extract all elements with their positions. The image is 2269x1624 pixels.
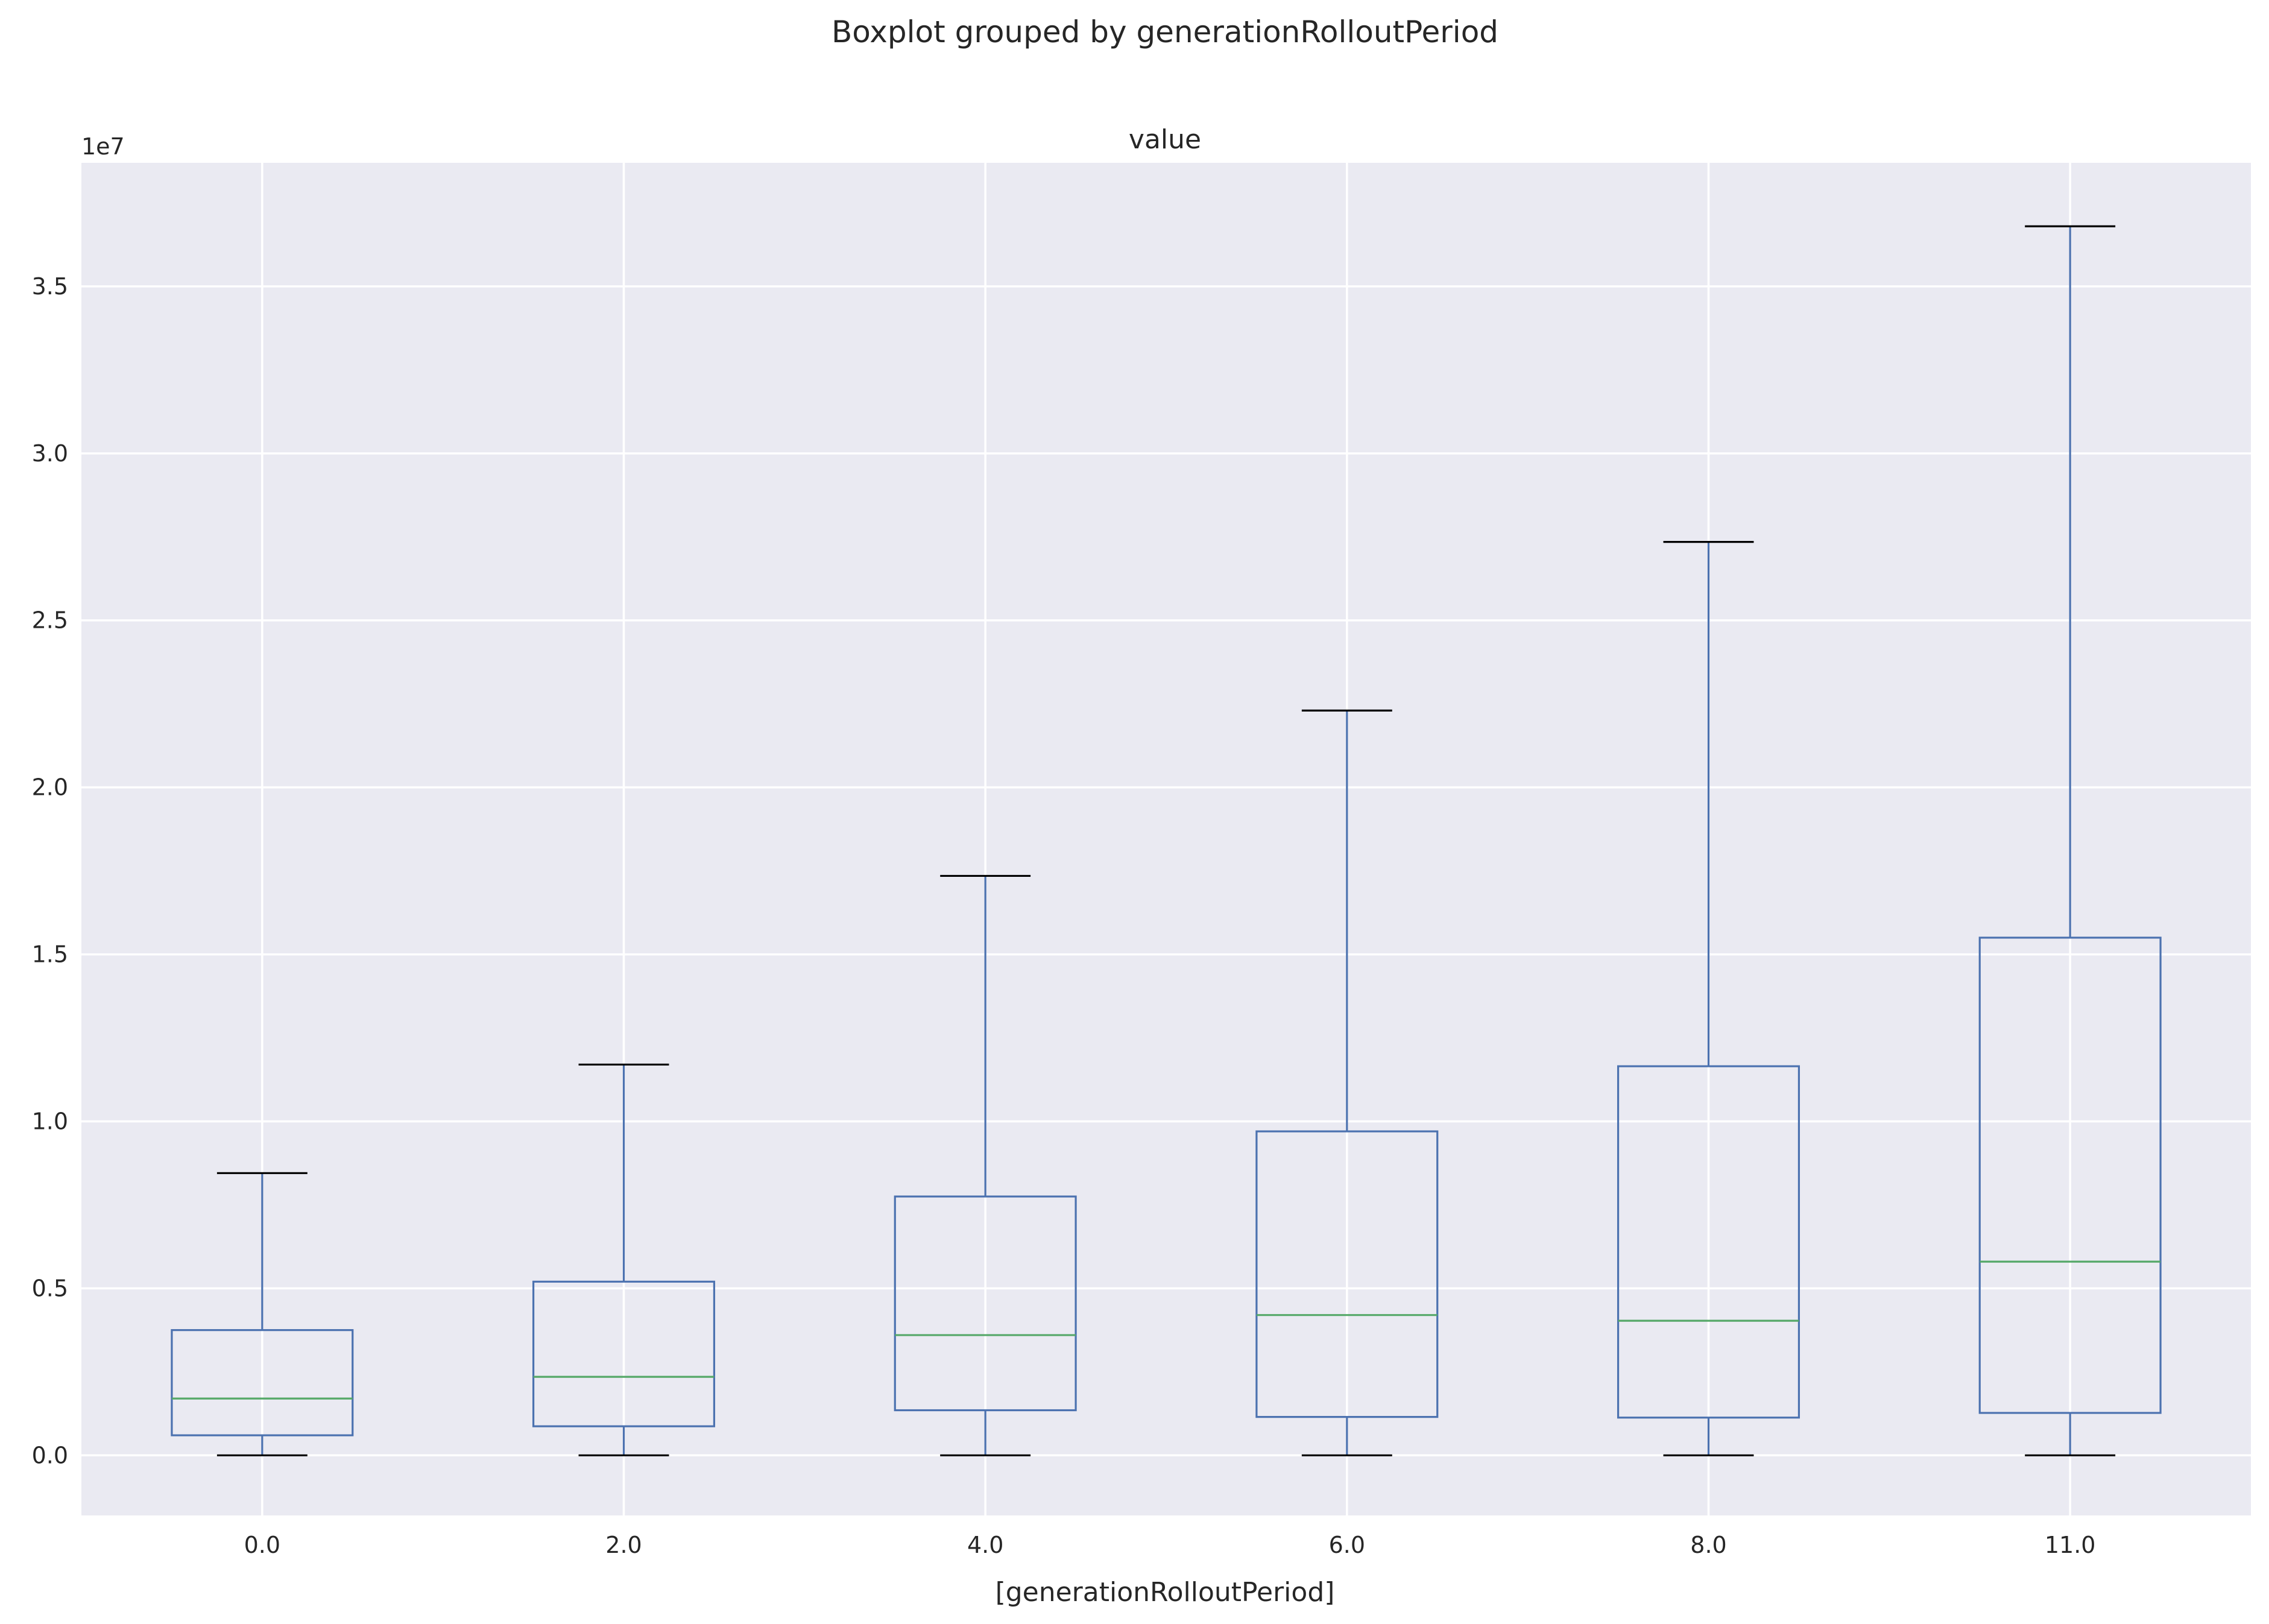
iqr-box (171, 1329, 354, 1436)
x-tick-label: 0.0 (244, 1532, 280, 1558)
chart-title: value (1129, 124, 1201, 155)
x-tick-label: 2.0 (605, 1532, 642, 1558)
tick-labels: 0.0 0.5 1.0 1.5 2.0 2.5 3.0 3.5 0.0 2.0 4.0 6.0 8.0 1… (32, 273, 2096, 1558)
y-tick-label: 1.5 (32, 941, 68, 968)
y-tick-label: 2.5 (32, 607, 68, 634)
y-tick-label: 0.0 (32, 1442, 68, 1468)
y-tick-label: 0.5 (32, 1275, 68, 1301)
grid-lines (81, 163, 2251, 1515)
x-tick-label: 4.0 (967, 1532, 1003, 1558)
x-axis-label: [generationRolloutPeriod] (996, 1577, 1335, 1608)
iqr-box (532, 1280, 716, 1427)
box-group (1978, 225, 2162, 1456)
box-group (1255, 709, 1439, 1456)
box-group (894, 874, 1077, 1456)
x-tick-label: 11.0 (2045, 1532, 2096, 1558)
y-tick-label: 3.0 (32, 440, 68, 467)
box-group (532, 1063, 716, 1456)
iqr-box (1255, 1130, 1439, 1418)
y-offset-label: 1e7 (81, 133, 125, 160)
iqr-box (1978, 937, 2162, 1414)
chart-suptitle: Boxplot grouped by generationRolloutPeri… (832, 14, 1498, 49)
y-tick-label: 2.0 (32, 774, 68, 801)
iqr-box (894, 1195, 1077, 1412)
y-tick-label: 1.0 (32, 1108, 68, 1134)
box-group (171, 1172, 354, 1456)
y-tick-label: 3.5 (32, 273, 68, 300)
x-tick-label: 8.0 (1690, 1532, 1726, 1558)
x-tick-label: 6.0 (1329, 1532, 1365, 1558)
iqr-box (1617, 1065, 1800, 1419)
boxes (171, 225, 2162, 1456)
plot-area (81, 163, 2251, 1515)
box-group (1617, 540, 1800, 1456)
